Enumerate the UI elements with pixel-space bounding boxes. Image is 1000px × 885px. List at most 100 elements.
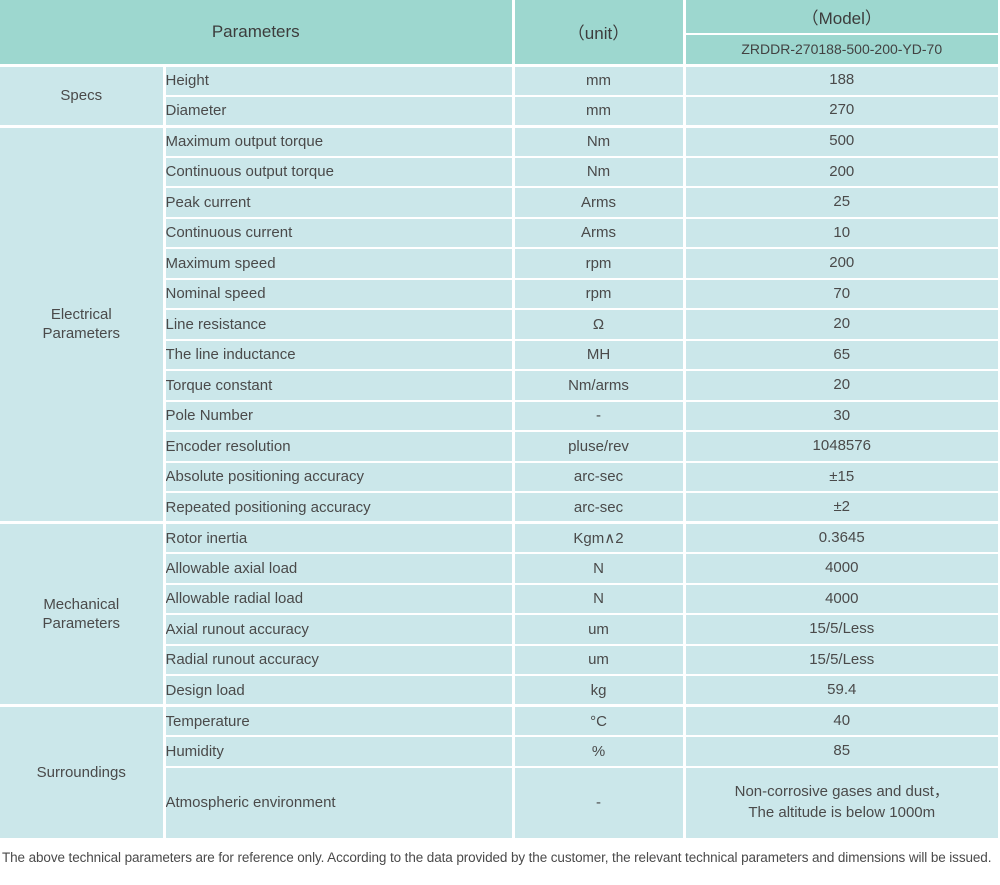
value-cell: 30 xyxy=(682,399,1000,432)
section-label-specs: Specs xyxy=(0,64,166,127)
table-row: Atmospheric environment - Non-corrosive … xyxy=(0,765,1000,839)
footer-note: The above technical parameters are for r… xyxy=(2,849,992,865)
table-row: Encoder resolution pluse/rev 1048576 xyxy=(0,430,1000,463)
header-model-number: ZRDDR-270188-500-200-YD-70 xyxy=(682,33,1000,66)
section-label-text: Electrical Parameters xyxy=(42,305,121,343)
param-cell: Height xyxy=(162,64,515,97)
table-row: Maximum speed rpm 200 xyxy=(0,247,1000,280)
param-cell: Continuous output torque xyxy=(162,155,515,188)
section-specs: Specs Height mm 188 Diameter mm 270 xyxy=(0,64,1000,127)
unit-cell: mm xyxy=(511,64,686,97)
param-cell: Radial runout accuracy xyxy=(162,643,515,676)
table-row: Humidity % 85 xyxy=(0,735,1000,768)
section-label-surroundings: Surroundings xyxy=(0,704,166,839)
value-cell: 40 xyxy=(682,704,1000,737)
unit-cell: Nm xyxy=(511,125,686,158)
section-electrical: Electrical Parameters Maximum output tor… xyxy=(0,125,1000,524)
unit-cell: Kgm∧2 xyxy=(511,521,686,554)
value-cell: 20 xyxy=(682,308,1000,341)
unit-cell: N xyxy=(511,552,686,585)
unit-cell: rpm xyxy=(511,247,686,280)
unit-cell: Arms xyxy=(511,216,686,249)
table-row: Diameter mm 270 xyxy=(0,94,1000,127)
param-cell: Pole Number xyxy=(162,399,515,432)
value-cell: 0.3645 xyxy=(682,521,1000,554)
param-cell: Axial runout accuracy xyxy=(162,613,515,646)
value-cell: 25 xyxy=(682,186,1000,219)
param-cell: Allowable radial load xyxy=(162,582,515,615)
param-cell: Encoder resolution xyxy=(162,430,515,463)
header-model: （Model） xyxy=(682,0,1000,35)
unit-cell: Arms xyxy=(511,186,686,219)
param-cell: Continuous current xyxy=(162,216,515,249)
table-row: Specs Height mm 188 xyxy=(0,64,1000,127)
value-cell: 4000 xyxy=(682,552,1000,585)
unit-cell: - xyxy=(511,399,686,432)
param-cell: Temperature xyxy=(162,704,515,737)
unit-cell: mm xyxy=(511,94,686,127)
value-cell: 200 xyxy=(682,247,1000,280)
value-cell: Non-corrosive gases and dust， The altitu… xyxy=(682,765,1000,839)
table-row: Surroundings Temperature °C 40 xyxy=(0,704,1000,839)
header-unit: （unit） xyxy=(511,0,686,66)
param-cell: Nominal speed xyxy=(162,277,515,310)
param-cell: Maximum speed xyxy=(162,247,515,280)
value-cell: 500 xyxy=(682,125,1000,158)
param-cell: Peak current xyxy=(162,186,515,219)
unit-cell: um xyxy=(511,613,686,646)
value-cell: 85 xyxy=(682,735,1000,768)
value-cell: 65 xyxy=(682,338,1000,371)
param-cell: Humidity xyxy=(162,735,515,768)
param-cell: Diameter xyxy=(162,94,515,127)
table-header: Parameters （unit） （Model） ZRDDR-270188-5… xyxy=(0,0,1000,66)
unit-cell: arc-sec xyxy=(511,460,686,493)
header-parameters: Parameters xyxy=(0,0,515,66)
section-label-text: Specs xyxy=(60,86,103,104)
value-cell: 1048576 xyxy=(682,430,1000,463)
table-row: Radial runout accuracy um 15/5/Less xyxy=(0,643,1000,676)
param-cell: Maximum output torque xyxy=(162,125,515,158)
section-label-electrical: Electrical Parameters xyxy=(0,125,166,524)
unit-cell: Ω xyxy=(511,308,686,341)
header-row-2: ZRDDR-270188-500-200-YD-70 xyxy=(0,33,1000,66)
section-mechanical: Mechanical Parameters Rotor inertia Kgm∧… xyxy=(0,521,1000,707)
value-cell: 15/5/Less xyxy=(682,643,1000,676)
value-cell: 270 xyxy=(682,94,1000,127)
param-cell: Allowable axial load xyxy=(162,552,515,585)
unit-cell: um xyxy=(511,643,686,676)
param-cell: Rotor inertia xyxy=(162,521,515,554)
value-cell: ±2 xyxy=(682,491,1000,524)
param-cell: Design load xyxy=(162,674,515,707)
table-row: Repeated positioning accuracy arc-sec ±2 xyxy=(0,491,1000,524)
spec-table: Parameters （unit） （Model） ZRDDR-270188-5… xyxy=(0,0,1000,839)
unit-cell: pluse/rev xyxy=(511,430,686,463)
section-surroundings: Surroundings Temperature °C 40 Humidity … xyxy=(0,704,1000,839)
param-cell: Line resistance xyxy=(162,308,515,341)
value-cell: ±15 xyxy=(682,460,1000,493)
unit-cell: arc-sec xyxy=(511,491,686,524)
unit-cell: MH xyxy=(511,338,686,371)
value-cell: 188 xyxy=(682,64,1000,97)
value-cell: 200 xyxy=(682,155,1000,188)
value-cell: 4000 xyxy=(682,582,1000,615)
param-cell: Repeated positioning accuracy xyxy=(162,491,515,524)
unit-cell: kg xyxy=(511,674,686,707)
unit-cell: N xyxy=(511,582,686,615)
unit-cell: % xyxy=(511,735,686,768)
unit-cell: Nm xyxy=(511,155,686,188)
table-row: Continuous output torque Nm 200 xyxy=(0,155,1000,188)
table-row: The line inductance MH 65 xyxy=(0,338,1000,371)
table-row: Line resistance Ω 20 xyxy=(0,308,1000,341)
header-row-1: Parameters （unit） （Model） xyxy=(0,0,1000,66)
unit-cell: °C xyxy=(511,704,686,737)
section-label-text: Mechanical Parameters xyxy=(42,595,121,633)
section-label-text: Surroundings xyxy=(36,763,126,781)
section-label-mechanical: Mechanical Parameters xyxy=(0,521,166,707)
param-cell: Torque constant xyxy=(162,369,515,402)
value-cell: 70 xyxy=(682,277,1000,310)
table-row: Electrical Parameters Maximum output tor… xyxy=(0,125,1000,524)
table-row: Pole Number - 30 xyxy=(0,399,1000,432)
value-cell: 59.4 xyxy=(682,674,1000,707)
unit-cell: Nm/arms xyxy=(511,369,686,402)
table-row: Absolute positioning accuracy arc-sec ±1… xyxy=(0,460,1000,493)
